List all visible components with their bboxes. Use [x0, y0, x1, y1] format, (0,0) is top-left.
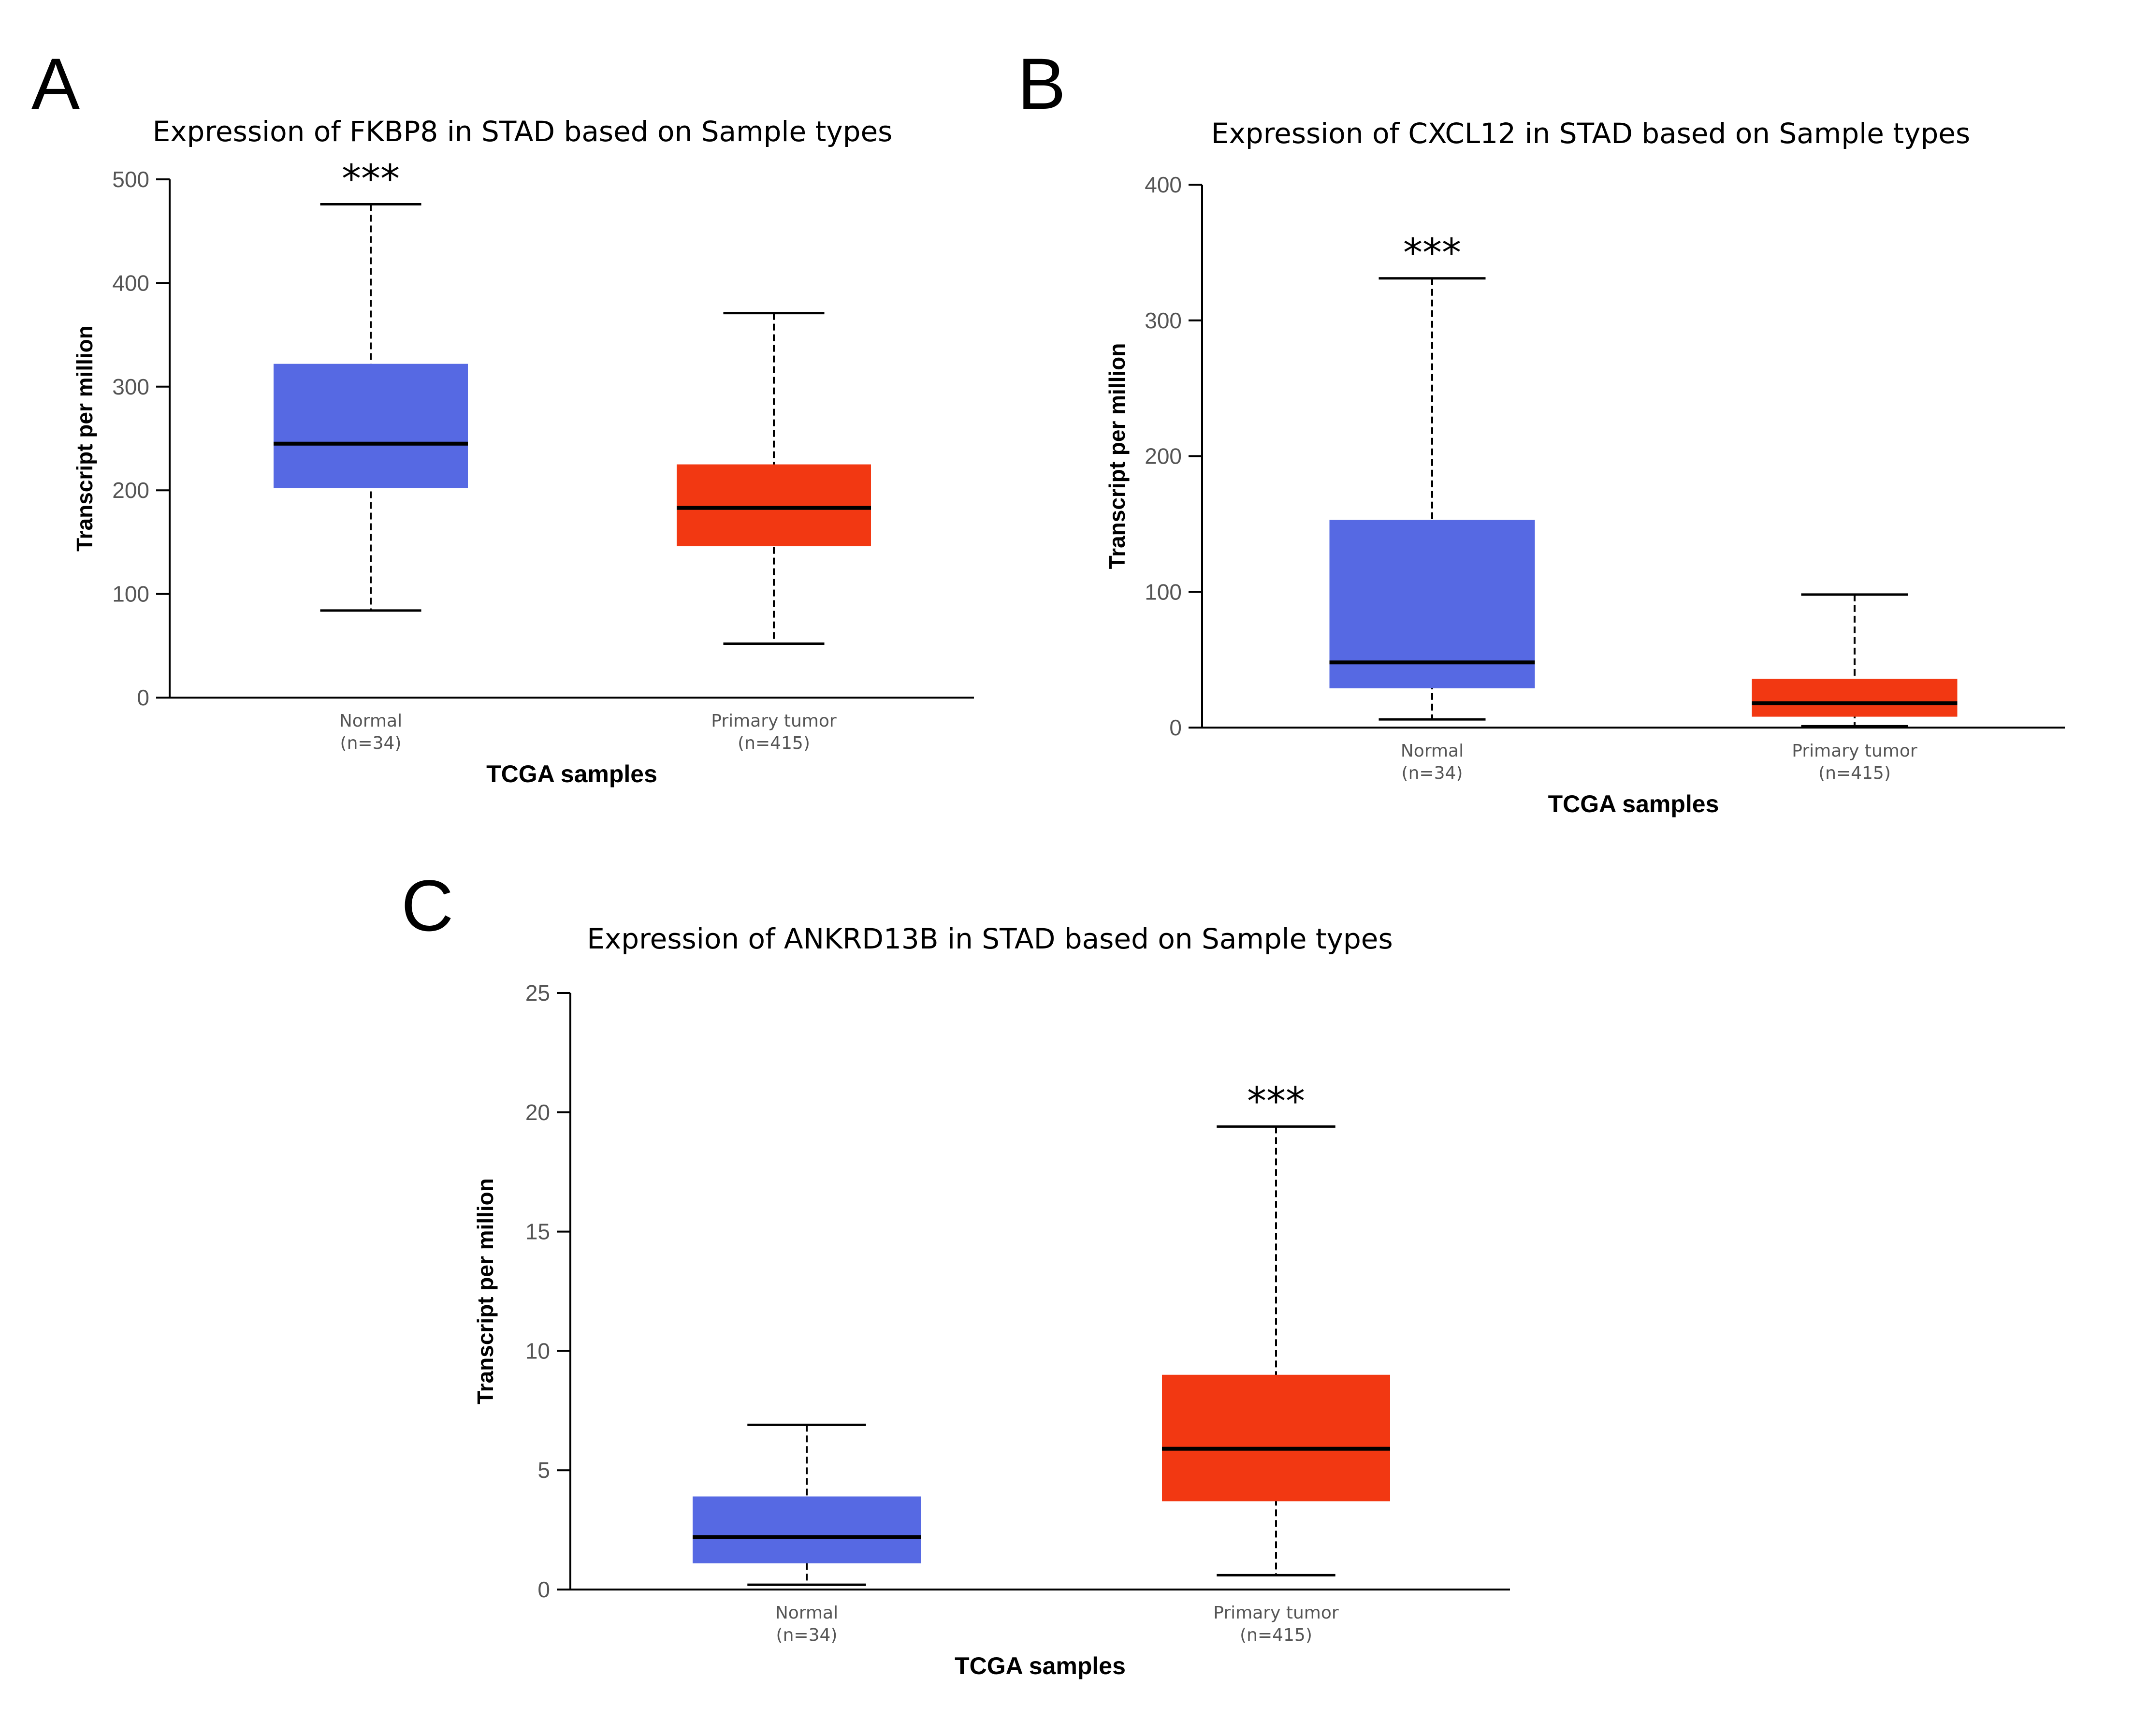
category-n-label: (n=34): [776, 1625, 838, 1645]
category-label: Primary tumor: [711, 711, 837, 731]
panel-a: A Expression of FKBP8 in STAD based on Sa…: [31, 43, 974, 788]
category-label: Normal: [1401, 741, 1464, 761]
panel-label: B: [1017, 43, 1066, 124]
y-tick-label: 400: [1145, 172, 1182, 197]
chart-title: Expression of ANKRD13B in STAD based on …: [587, 922, 1393, 955]
chart-title: Expression of CXCL12 in STAD based on Sa…: [1211, 117, 1970, 150]
y-tick-label: 300: [1145, 308, 1182, 333]
panel-label: C: [401, 865, 453, 946]
category-label: Normal: [339, 711, 402, 731]
significance-marker: ***: [1247, 1079, 1305, 1123]
iqr-box: [274, 364, 468, 488]
iqr-box: [1752, 678, 1958, 717]
category-n-label: (n=415): [738, 733, 810, 753]
y-tick-label: 200: [1145, 444, 1182, 469]
box-normal: [693, 1423, 921, 1586]
y-tick-label: 5: [537, 1458, 550, 1483]
box-primary-tumor: [1162, 1125, 1390, 1576]
y-tick-label: 500: [112, 167, 149, 192]
y-tick-label: 25: [525, 980, 550, 1006]
box-normal: [274, 203, 468, 612]
x-axis-label: TCGA samples: [955, 1652, 1126, 1679]
significance-marker: ***: [1403, 231, 1461, 276]
panel-label: A: [31, 43, 80, 124]
y-axis-label: Transcript per million: [473, 1178, 498, 1404]
category-label: Primary tumor: [1213, 1603, 1339, 1623]
iqr-box: [693, 1496, 921, 1563]
y-tick-label: 10: [525, 1338, 550, 1363]
y-tick-label: 0: [537, 1577, 550, 1602]
category-n-label: (n=415): [1240, 1625, 1312, 1645]
iqr-box: [1329, 520, 1535, 688]
box-primary-tumor: [1752, 593, 1958, 728]
y-tick-label: 15: [525, 1219, 550, 1244]
y-axis-label: Transcript per million: [1104, 343, 1130, 569]
y-tick-label: 400: [112, 270, 149, 295]
y-tick-label: 0: [137, 685, 149, 710]
category-label: Primary tumor: [1792, 741, 1917, 761]
x-axis-label: TCGA samples: [486, 760, 657, 788]
iqr-box: [677, 464, 871, 546]
iqr-box: [1162, 1374, 1390, 1502]
y-tick-label: 200: [112, 478, 149, 503]
y-tick-label: 100: [112, 582, 149, 607]
category-label: Normal: [775, 1603, 838, 1623]
panel-b: B Expression of CXCL12 in STAD based on S…: [1017, 43, 2065, 817]
x-axis-label: TCGA samples: [1548, 790, 1719, 817]
y-tick-label: 0: [1169, 715, 1182, 740]
chart-title: Expression of FKBP8 in STAD based on Sam…: [153, 115, 893, 148]
category-n-label: (n=34): [340, 733, 402, 753]
y-tick-label: 20: [525, 1100, 550, 1125]
y-tick-label: 300: [112, 374, 149, 399]
category-n-label: (n=415): [1818, 763, 1891, 783]
category-n-label: (n=34): [1402, 763, 1463, 783]
significance-marker: ***: [342, 156, 400, 201]
y-axis-label: Transcript per million: [72, 325, 97, 552]
box-normal: [1329, 277, 1535, 721]
panel-c: C Expression of ANKRD13B in STAD based on…: [401, 865, 1510, 1679]
y-tick-label: 100: [1145, 579, 1182, 604]
box-primary-tumor: [677, 312, 871, 645]
